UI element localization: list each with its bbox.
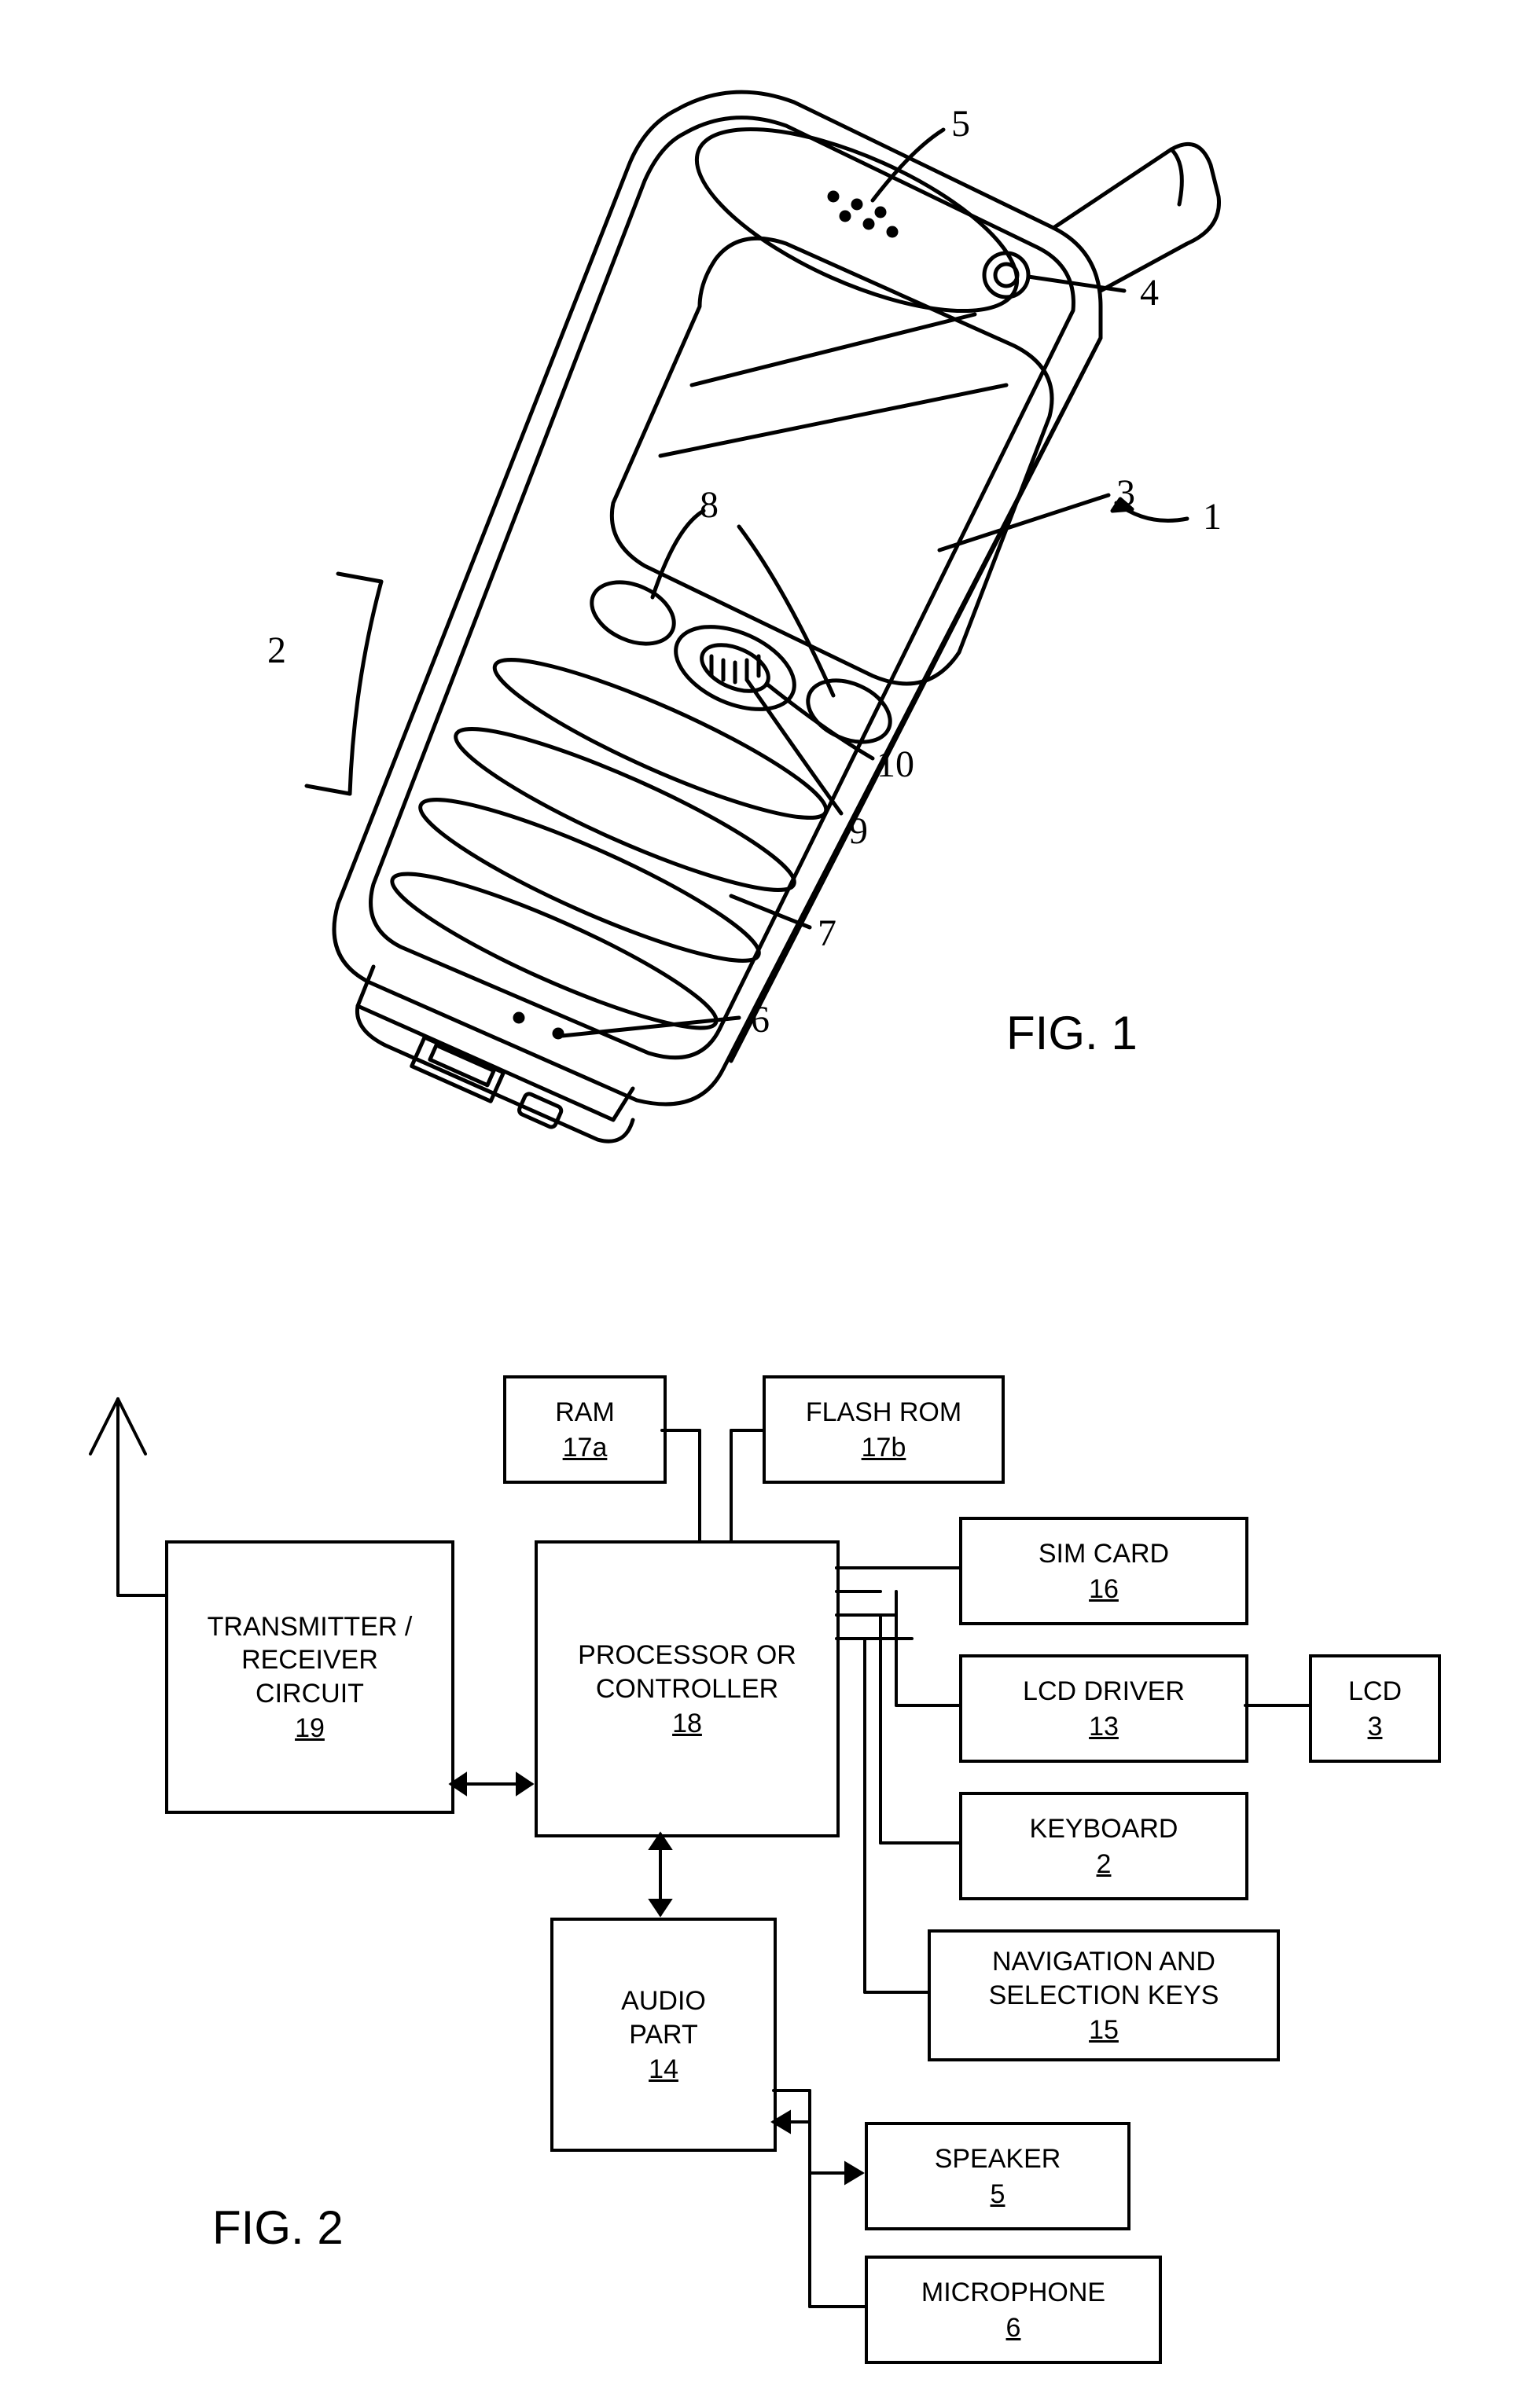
fig1-ref-8: 8 (700, 483, 719, 527)
box-flashrom-num: 17b (862, 1433, 906, 1463)
box-nav: NAVIGATION AND SELECTION KEYS 15 (928, 1929, 1280, 2061)
box-audio: AUDIO PART 14 (550, 1918, 777, 2152)
fig1-ref-1: 1 (1203, 495, 1222, 538)
fig1-ref-4: 4 (1140, 271, 1159, 314)
box-kbd-num: 2 (1097, 1849, 1112, 1880)
box-sim: SIM CARD 16 (959, 1517, 1248, 1625)
box-lcddrv: LCD DRIVER 13 (959, 1654, 1248, 1763)
box-sim-label: SIM CARD (1039, 1537, 1169, 1571)
box-spk: SPEAKER 5 (865, 2122, 1130, 2230)
box-ram-num: 17a (563, 1433, 608, 1463)
box-proc: PROCESSOR OR CONTROLLER 18 (535, 1540, 840, 1837)
box-lcd: LCD 3 (1309, 1654, 1441, 1763)
fig1-ref-5: 5 (951, 102, 970, 145)
box-kbd: KEYBOARD 2 (959, 1792, 1248, 1900)
box-audio-num: 14 (649, 2054, 678, 2085)
box-spk-label: SPEAKER (935, 2142, 1061, 2176)
box-proc-num: 18 (672, 1709, 702, 1739)
box-nav-num: 15 (1089, 2015, 1119, 2046)
fig1-ref-9: 9 (849, 809, 868, 853)
page: 5 4 3 1 8 2 10 9 7 6 FIG. 1 RAM 17a FLAS… (16, 16, 1506, 2392)
fig1-label: FIG. 1 (1006, 1006, 1138, 1060)
box-lcddrv-label: LCD DRIVER (1023, 1675, 1185, 1709)
fig1-ref-3: 3 (1116, 472, 1135, 515)
box-spk-num: 5 (991, 2179, 1005, 2210)
box-audio-label: AUDIO PART (621, 1984, 706, 2051)
box-lcd-label: LCD (1348, 1675, 1402, 1709)
box-flashrom-label: FLASH ROM (806, 1396, 961, 1430)
fig1-ref-10: 10 (877, 743, 914, 786)
box-lcd-num: 3 (1368, 1712, 1383, 1742)
fig1-ref-6: 6 (751, 998, 770, 1041)
box-proc-label: PROCESSOR OR CONTROLLER (578, 1639, 796, 1705)
box-mic: MICROPHONE 6 (865, 2256, 1162, 2364)
box-trx: TRANSMITTER / RECEIVER CIRCUIT 19 (165, 1540, 454, 1814)
fig1-ref-7: 7 (818, 912, 836, 955)
fig1-phone-drawing (189, 47, 1368, 1226)
box-kbd-label: KEYBOARD (1030, 1812, 1178, 1846)
box-lcddrv-num: 13 (1089, 1712, 1119, 1742)
box-mic-num: 6 (1006, 2313, 1021, 2344)
box-mic-label: MICROPHONE (921, 2276, 1105, 2310)
fig2-label: FIG. 2 (212, 2201, 344, 2255)
box-flashrom: FLASH ROM 17b (763, 1375, 1005, 1484)
box-sim-num: 16 (1089, 1574, 1119, 1605)
box-nav-label: NAVIGATION AND SELECTION KEYS (989, 1945, 1219, 2012)
box-ram-label: RAM (555, 1396, 615, 1430)
box-trx-num: 19 (295, 1713, 325, 1744)
box-ram: RAM 17a (503, 1375, 667, 1484)
box-trx-label: TRANSMITTER / RECEIVER CIRCUIT (208, 1610, 413, 1711)
fig1-ref-2: 2 (267, 629, 286, 672)
